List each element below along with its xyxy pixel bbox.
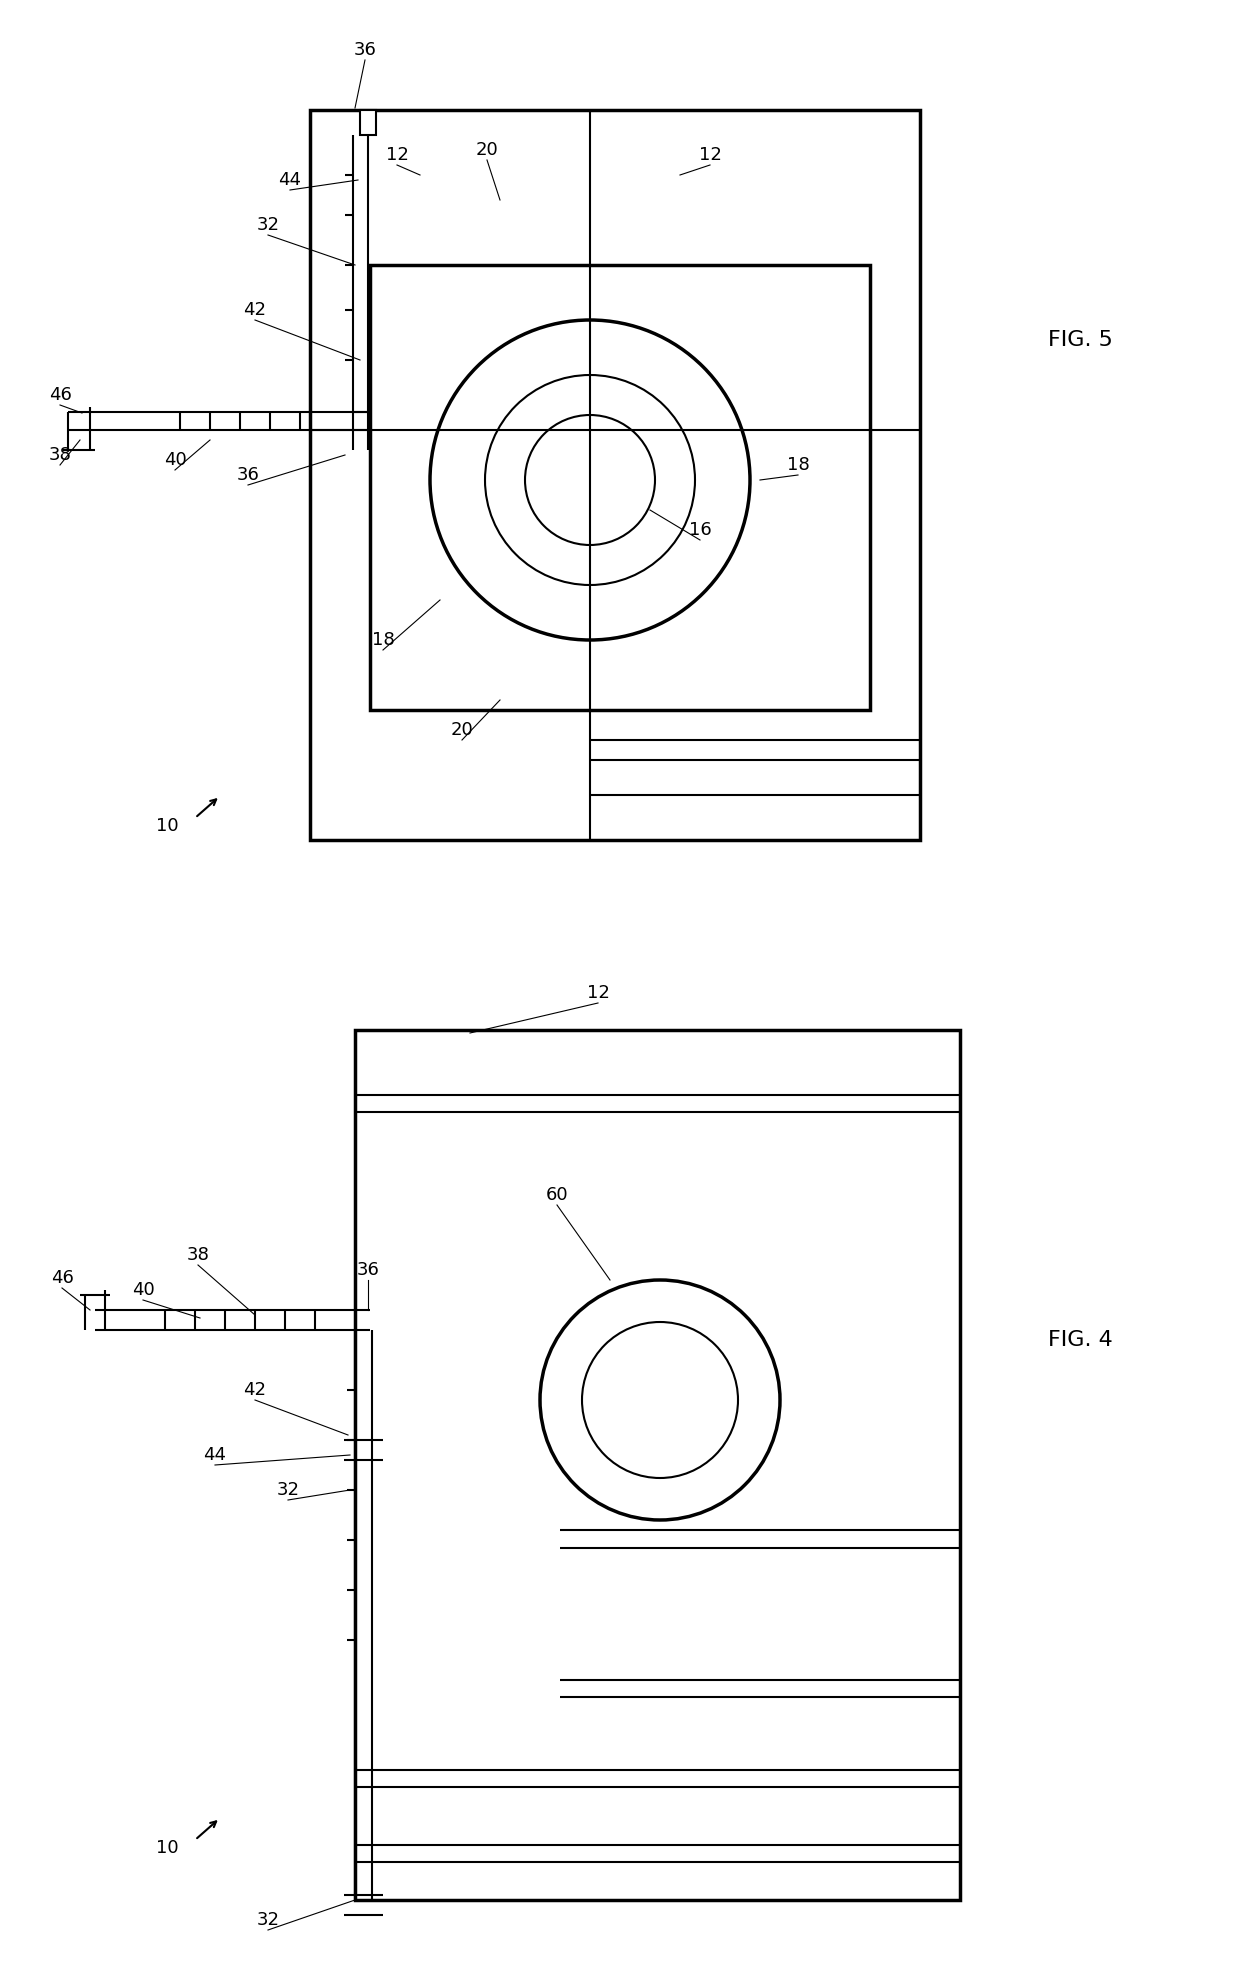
- Text: 12: 12: [698, 146, 722, 163]
- Text: 18: 18: [372, 631, 394, 649]
- Text: 32: 32: [277, 1481, 300, 1499]
- Text: 12: 12: [386, 146, 408, 163]
- Text: 40: 40: [131, 1281, 154, 1298]
- Text: 36: 36: [237, 466, 259, 484]
- Bar: [370, 266, 870, 710]
- Text: FIG. 4: FIG. 4: [1048, 1330, 1112, 1349]
- Text: 60: 60: [546, 1186, 568, 1204]
- Text: 10: 10: [156, 1839, 179, 1857]
- Text: 36: 36: [353, 41, 377, 59]
- Text: 20: 20: [476, 142, 498, 159]
- Text: 42: 42: [243, 301, 267, 319]
- Text: 16: 16: [688, 521, 712, 539]
- Text: 32: 32: [257, 216, 279, 234]
- Bar: [310, 110, 920, 840]
- Text: 46: 46: [51, 1269, 73, 1286]
- Text: 44: 44: [203, 1446, 227, 1463]
- Text: 44: 44: [279, 171, 301, 189]
- Text: 20: 20: [450, 722, 474, 740]
- Text: 40: 40: [164, 450, 186, 468]
- Bar: [355, 1031, 960, 1900]
- Text: FIG. 5: FIG. 5: [1048, 330, 1112, 350]
- Text: 36: 36: [357, 1261, 379, 1279]
- Bar: [360, 110, 376, 136]
- Text: 18: 18: [786, 456, 810, 474]
- Text: 46: 46: [48, 386, 72, 403]
- Text: 32: 32: [257, 1912, 279, 1930]
- Text: 42: 42: [243, 1381, 267, 1399]
- Text: 38: 38: [186, 1245, 210, 1265]
- Text: 12: 12: [587, 984, 609, 1001]
- Text: 38: 38: [48, 447, 72, 464]
- Text: 10: 10: [156, 816, 179, 836]
